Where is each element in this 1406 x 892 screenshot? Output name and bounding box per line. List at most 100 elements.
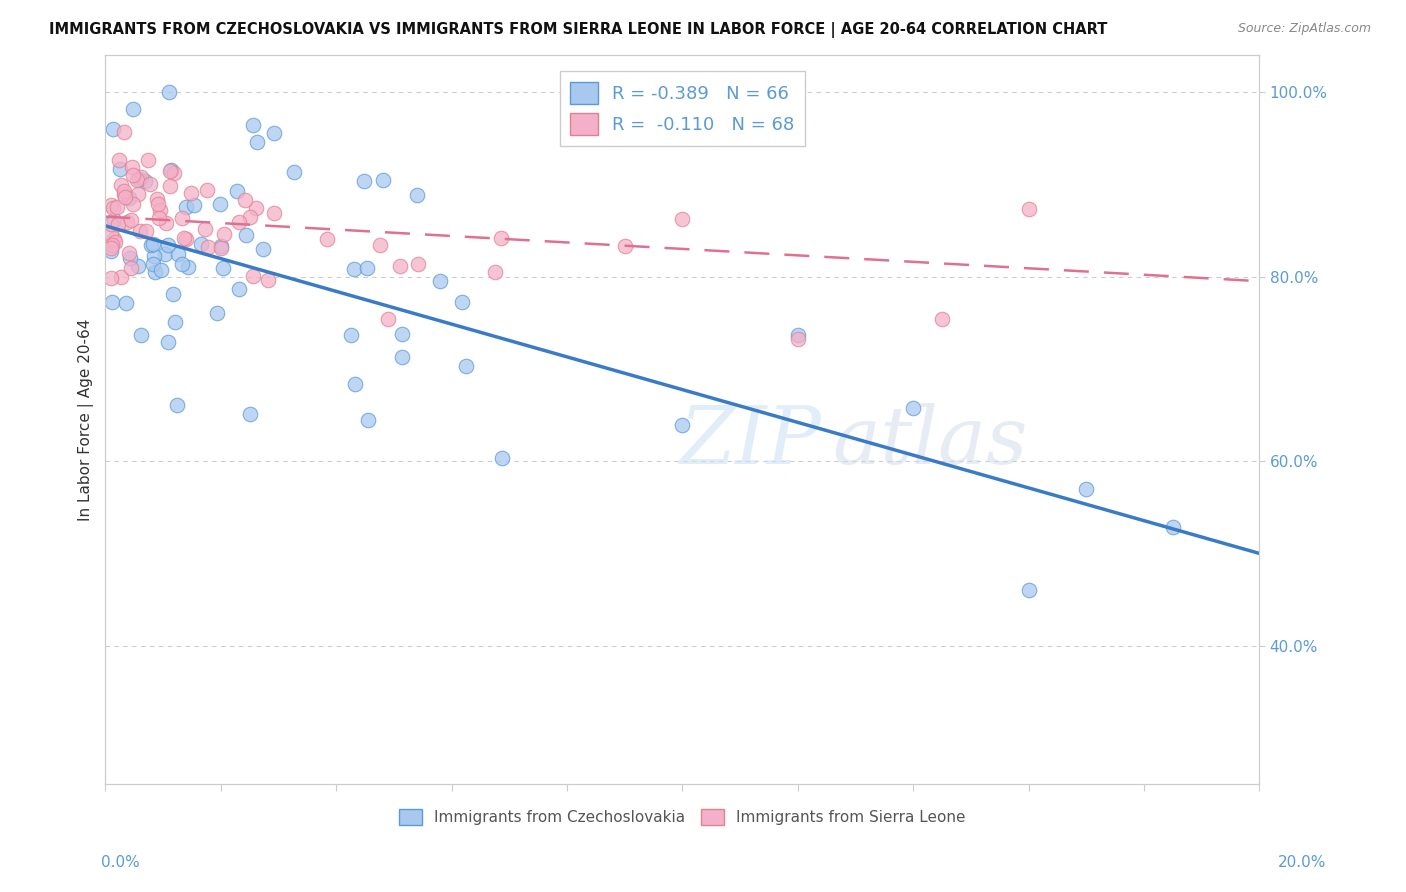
Point — [205, 306, 228, 320]
Point — [160, 163, 183, 178]
Point — [228, 282, 250, 296]
Point — [173, 231, 195, 245]
Point — [100, 227, 122, 242]
Point — [100, 271, 122, 285]
Point — [138, 177, 160, 191]
Point — [1161, 520, 1184, 534]
Point — [120, 261, 142, 276]
Point — [233, 193, 256, 207]
Point — [190, 236, 212, 251]
Point — [343, 262, 366, 277]
Point — [174, 232, 197, 246]
Point — [235, 227, 257, 242]
Point — [357, 413, 380, 427]
Point — [931, 311, 953, 326]
Point — [103, 232, 125, 246]
Point — [120, 251, 142, 265]
Point — [172, 211, 194, 225]
Point — [142, 237, 165, 252]
Point — [177, 260, 200, 274]
Point — [110, 161, 132, 176]
Point — [100, 241, 122, 255]
Point — [242, 268, 264, 283]
Point — [391, 326, 413, 341]
Point — [257, 273, 280, 287]
Point — [112, 125, 135, 139]
Point — [156, 334, 179, 349]
Point — [146, 197, 169, 211]
Point — [139, 238, 162, 252]
Point — [613, 239, 636, 253]
Point — [238, 408, 260, 422]
Point — [406, 257, 429, 271]
Point — [239, 210, 262, 224]
Point — [146, 192, 169, 206]
Point — [195, 183, 218, 197]
Point — [491, 450, 513, 465]
Point — [129, 223, 152, 237]
Point — [101, 201, 124, 215]
Point — [103, 212, 125, 227]
Point — [110, 178, 132, 192]
Point — [193, 222, 215, 236]
Point — [100, 244, 122, 258]
Point — [142, 257, 165, 271]
Point — [180, 186, 202, 201]
Point — [156, 237, 179, 252]
Point — [128, 172, 150, 186]
Point — [245, 201, 267, 215]
Point — [157, 85, 180, 99]
Point — [252, 243, 274, 257]
Point — [450, 295, 472, 310]
Point — [343, 376, 366, 391]
Point — [786, 327, 808, 342]
Point — [429, 274, 451, 288]
Point — [1076, 482, 1098, 496]
Point — [283, 165, 305, 179]
Point — [162, 287, 184, 301]
Point — [159, 164, 181, 178]
Point — [118, 191, 141, 205]
Point — [166, 247, 188, 261]
Point — [166, 398, 188, 412]
Point — [183, 198, 205, 212]
Point — [456, 359, 478, 374]
Point — [129, 328, 152, 343]
Point — [214, 227, 236, 241]
Point — [105, 200, 128, 214]
Point — [115, 296, 138, 310]
Point — [163, 166, 186, 180]
Point — [165, 315, 187, 329]
Text: ZIP: ZIP — [679, 402, 821, 480]
Text: 0.0%: 0.0% — [101, 855, 141, 870]
Text: Source: ZipAtlas.com: Source: ZipAtlas.com — [1237, 22, 1371, 36]
Text: 20.0%: 20.0% — [1278, 855, 1326, 870]
Point — [100, 217, 122, 231]
Point — [209, 197, 232, 211]
Point — [143, 265, 166, 279]
Point — [127, 259, 149, 273]
Point — [149, 263, 172, 277]
Point — [389, 260, 412, 274]
Point — [242, 118, 264, 132]
Point — [315, 232, 337, 246]
Point — [901, 401, 924, 416]
Point — [100, 198, 122, 212]
Point — [159, 179, 181, 194]
Point — [112, 187, 135, 202]
Point — [110, 269, 132, 284]
Point — [135, 224, 157, 238]
Point — [212, 260, 235, 275]
Point — [671, 212, 693, 227]
Point — [149, 203, 172, 218]
Text: IMMIGRANTS FROM CZECHOSLOVAKIA VS IMMIGRANTS FROM SIERRA LEONE IN LABOR FORCE | : IMMIGRANTS FROM CZECHOSLOVAKIA VS IMMIGR… — [49, 22, 1108, 38]
Point — [484, 264, 506, 278]
Point — [786, 332, 808, 346]
Legend: Immigrants from Czechoslovakia, Immigrants from Sierra Leone: Immigrants from Czechoslovakia, Immigran… — [394, 803, 972, 831]
Point — [671, 418, 693, 433]
Point — [391, 351, 413, 365]
Point — [1018, 583, 1040, 598]
Point — [405, 187, 427, 202]
Point — [340, 327, 363, 342]
Point — [117, 246, 139, 260]
